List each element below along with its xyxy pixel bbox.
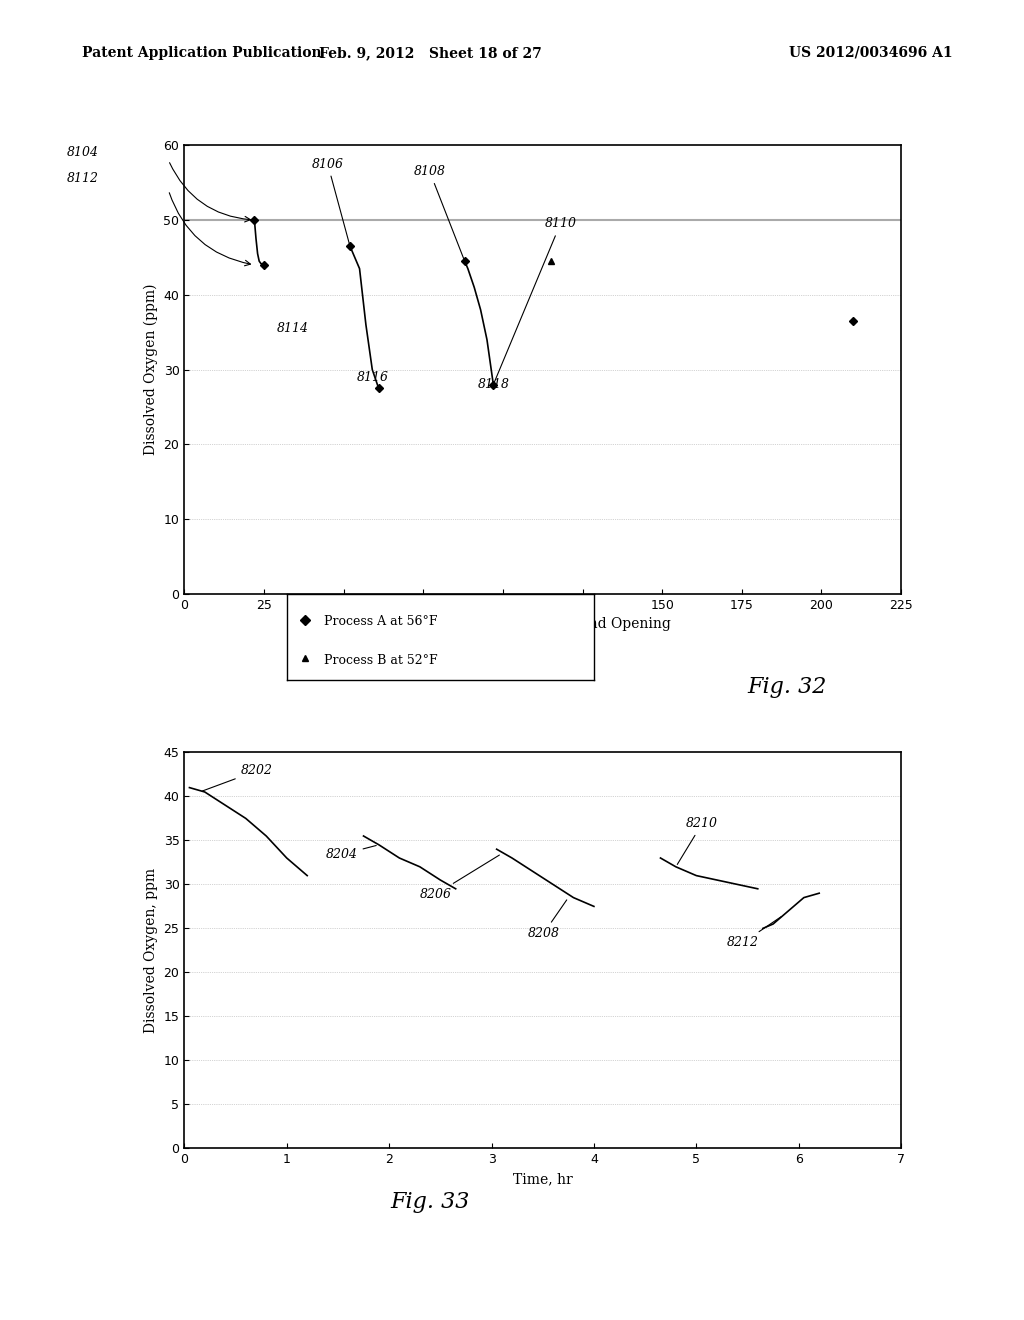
Text: 8204: 8204 <box>326 846 376 861</box>
Text: 8208: 8208 <box>527 900 566 940</box>
Text: 8110: 8110 <box>495 218 577 381</box>
Text: Fig. 33: Fig. 33 <box>390 1191 470 1213</box>
Text: 8104: 8104 <box>67 145 98 158</box>
X-axis label: Days Between Bottling and Opening: Days Between Bottling and Opening <box>415 618 671 631</box>
Text: 8114: 8114 <box>276 322 308 335</box>
Text: 8112: 8112 <box>67 172 98 185</box>
Text: Fig. 32: Fig. 32 <box>748 676 827 698</box>
Text: 8116: 8116 <box>356 371 388 384</box>
Text: 8118: 8118 <box>477 379 509 391</box>
Text: Patent Application Publication: Patent Application Publication <box>82 46 322 59</box>
Y-axis label: Dissolved Oxygen, ppm: Dissolved Oxygen, ppm <box>144 867 158 1034</box>
Y-axis label: Dissolved Oxygen (ppm): Dissolved Oxygen (ppm) <box>143 284 158 455</box>
Text: US 2012/0034696 A1: US 2012/0034696 A1 <box>788 46 952 59</box>
Text: 8108: 8108 <box>414 165 464 259</box>
Text: Feb. 9, 2012   Sheet 18 of 27: Feb. 9, 2012 Sheet 18 of 27 <box>318 46 542 59</box>
Text: 8210: 8210 <box>677 817 718 865</box>
Text: 8212: 8212 <box>727 917 781 949</box>
Text: Process B at 52°F: Process B at 52°F <box>324 653 437 667</box>
X-axis label: Time, hr: Time, hr <box>513 1172 572 1185</box>
Text: 8106: 8106 <box>311 157 349 243</box>
Text: 8202: 8202 <box>203 764 272 791</box>
Text: Process A at 56°F: Process A at 56°F <box>324 615 437 628</box>
Text: 8206: 8206 <box>420 855 500 900</box>
